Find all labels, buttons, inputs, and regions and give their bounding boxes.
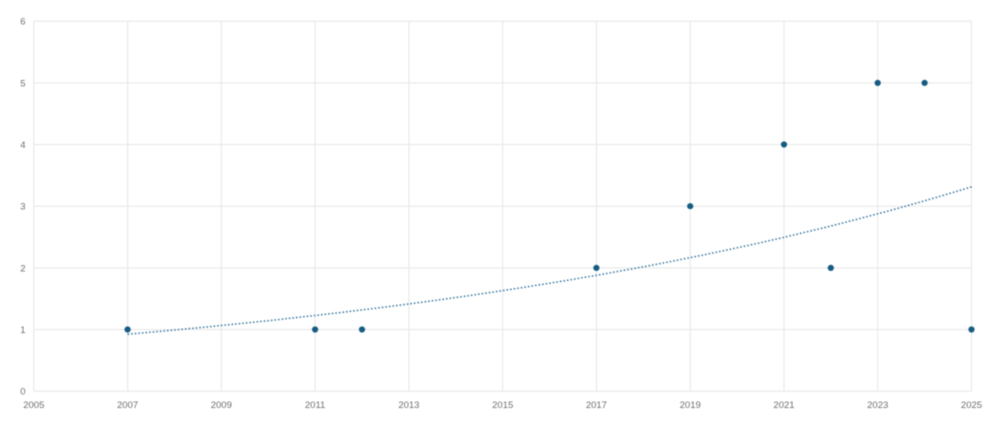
svg-text:2013: 2013 — [398, 400, 419, 411]
svg-text:2015: 2015 — [492, 400, 513, 411]
svg-text:2: 2 — [20, 263, 25, 274]
svg-text:2007: 2007 — [117, 400, 138, 411]
svg-text:2023: 2023 — [867, 400, 888, 411]
svg-text:2021: 2021 — [773, 400, 794, 411]
svg-text:0: 0 — [20, 387, 25, 398]
svg-text:2025: 2025 — [961, 400, 982, 411]
svg-text:2017: 2017 — [586, 400, 607, 411]
svg-text:4: 4 — [20, 140, 25, 151]
svg-text:5: 5 — [20, 78, 25, 89]
svg-text:2005: 2005 — [23, 400, 44, 411]
svg-text:2009: 2009 — [211, 400, 232, 411]
svg-text:2011: 2011 — [305, 400, 325, 411]
svg-text:1: 1 — [20, 325, 25, 336]
svg-text:3: 3 — [20, 202, 25, 213]
svg-text:6: 6 — [20, 17, 25, 28]
svg-text:2019: 2019 — [680, 400, 701, 411]
